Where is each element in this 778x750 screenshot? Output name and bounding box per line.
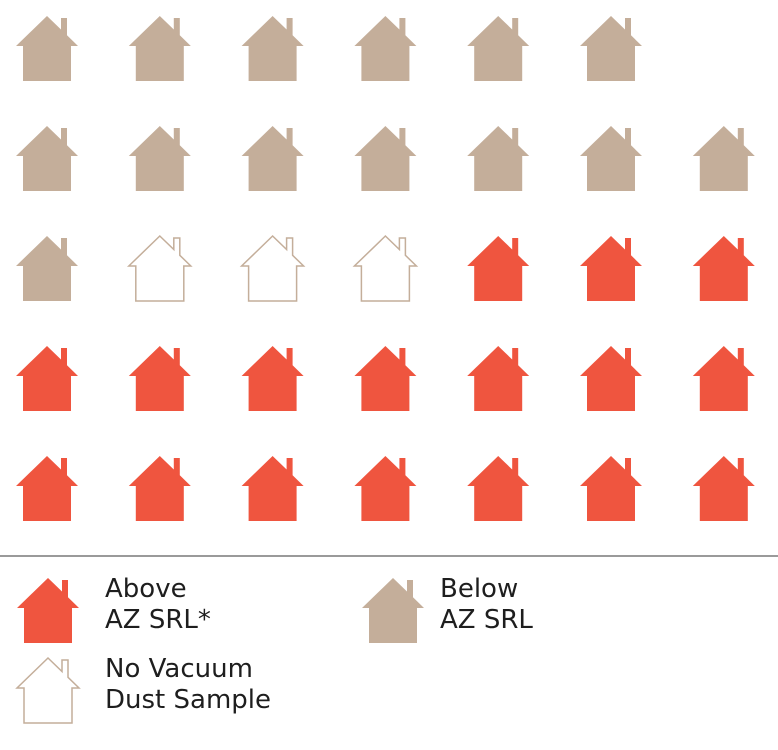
legend-label: Below AZ SRL xyxy=(440,574,533,635)
legend-label: Above AZ SRL* xyxy=(105,574,211,635)
house-icon xyxy=(692,126,755,191)
house-icon xyxy=(580,346,642,411)
legend-icon xyxy=(17,578,79,643)
house-icon xyxy=(16,126,78,191)
house-icon xyxy=(16,346,78,411)
house-icon xyxy=(692,456,755,521)
house-icon xyxy=(128,456,191,521)
house-icon xyxy=(241,456,304,521)
house-icon xyxy=(241,16,304,81)
legend-label: No Vacuum Dust Sample xyxy=(105,654,271,715)
house-icon xyxy=(354,16,417,81)
house-icon xyxy=(352,234,419,302)
house-icon xyxy=(239,234,306,302)
house-icon xyxy=(467,456,530,521)
house-icon xyxy=(580,456,642,521)
house-icon xyxy=(16,456,78,521)
house-icon xyxy=(128,16,191,81)
house-icon xyxy=(354,126,417,191)
legend-icon xyxy=(362,578,424,643)
house-icon xyxy=(580,236,642,301)
house-icon xyxy=(128,346,191,411)
house-icon xyxy=(580,16,642,81)
house-icon xyxy=(467,126,530,191)
house-icon xyxy=(241,346,304,411)
house-icon xyxy=(692,346,755,411)
house-icon xyxy=(241,126,304,191)
house-icon xyxy=(126,234,193,302)
house-icon xyxy=(128,126,191,191)
house-icon xyxy=(354,346,417,411)
house-icon xyxy=(467,16,530,81)
house-icon xyxy=(16,16,78,81)
house-icon xyxy=(692,236,755,301)
house-icon xyxy=(16,236,78,301)
house-icon xyxy=(580,126,642,191)
legend-icon xyxy=(15,656,81,724)
house-icon xyxy=(467,236,530,301)
house-icon xyxy=(467,346,530,411)
house-icon xyxy=(354,456,417,521)
